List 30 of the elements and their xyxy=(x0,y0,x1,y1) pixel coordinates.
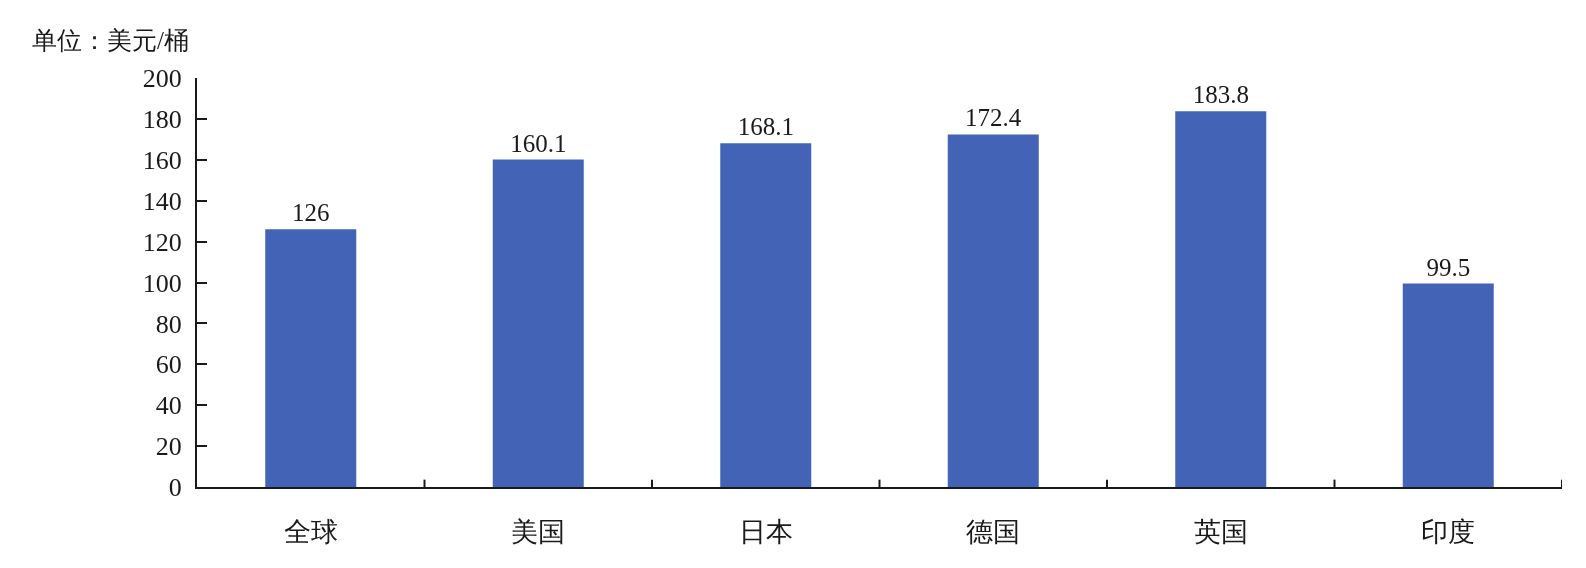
bar xyxy=(1402,283,1494,487)
x-tick-label: 日本 xyxy=(738,517,793,548)
bar xyxy=(720,143,812,487)
y-tick-label: 20 xyxy=(155,432,182,462)
x-tick-label: 美国 xyxy=(511,517,566,548)
y-tick-label: 160 xyxy=(142,145,182,175)
y-tick-label: 140 xyxy=(142,186,182,216)
data-label: 168.1 xyxy=(737,113,794,141)
y-tick-label: 180 xyxy=(142,105,182,134)
bar xyxy=(1175,111,1267,487)
bar xyxy=(947,134,1039,487)
data-label: 126 xyxy=(292,199,330,227)
bar xyxy=(492,159,584,487)
data-label: 183.8 xyxy=(1192,81,1249,109)
y-tick-label: 120 xyxy=(142,227,182,257)
y-tick-label: 200 xyxy=(142,64,182,94)
bar xyxy=(265,229,357,487)
data-label: 172.4 xyxy=(964,104,1022,132)
y-tick-label: 40 xyxy=(155,391,182,421)
y-tick-label: 100 xyxy=(142,268,182,298)
y-tick-label: 60 xyxy=(155,350,182,380)
x-tick-label: 英国 xyxy=(1193,517,1248,548)
y-tick-label: 80 xyxy=(155,309,182,339)
x-tick-label: 德国 xyxy=(966,517,1021,548)
y-axis-title: 单位：美元/桶 xyxy=(32,27,189,54)
data-label: 99.5 xyxy=(1426,253,1471,281)
x-tick-label: 印度 xyxy=(1421,517,1476,548)
data-label: 160.1 xyxy=(510,129,567,157)
x-tick-label: 全球 xyxy=(283,517,338,548)
y-tick-label: 0 xyxy=(168,473,182,503)
